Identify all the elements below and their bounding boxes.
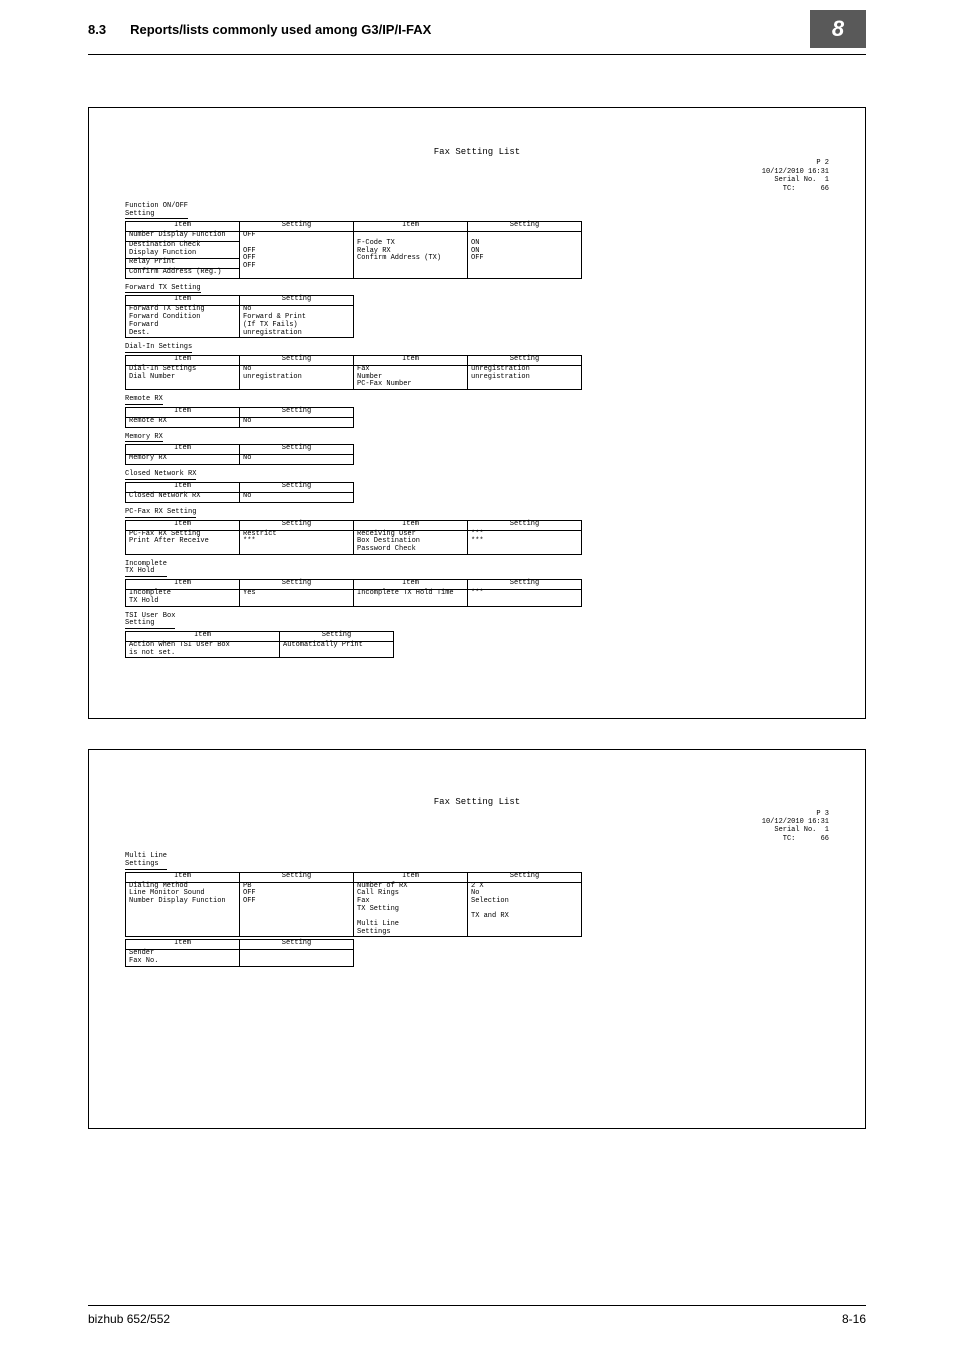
table-remote-rx: ItemSetting Remote RXNo [125, 407, 354, 428]
meta-serial: 1 [825, 176, 829, 184]
func-left-vals: OFF OFF OFF OFF [240, 232, 354, 278]
dialin-lv: No unregistration [240, 365, 354, 389]
meta-date-2: 10/12/2010 16:31 [762, 818, 829, 826]
report-title-2: Fax Setting List [125, 798, 829, 807]
section-tsi-user-box: TSI User BoxSetting [125, 613, 175, 629]
dialin-rv: unregistration unregistration [468, 365, 582, 389]
section-title: Reports/lists commonly used among G3/IP/… [130, 22, 810, 37]
dialin-li: Dial-In Settings Dial Number [126, 365, 240, 389]
pcfax-rv: ****** [468, 530, 582, 554]
meta-page: P 2 [816, 159, 829, 167]
pcfax-lv: Restrict*** [240, 530, 354, 554]
fax-setting-list-page-3: Fax Setting List P 3 10/12/2010 16:31 Se… [88, 749, 866, 1129]
meta-tc: 66 [821, 185, 829, 193]
meta-date: 10/12/2010 16:31 [762, 168, 829, 176]
table-memory-rx: ItemSetting Memory RXNo [125, 444, 354, 465]
page-header: 8.3 Reports/lists commonly used among G3… [0, 0, 954, 54]
table-tsi-user-box: ItemSetting Action when TSI User Boxis n… [125, 631, 394, 658]
func-right-items: F-Code TX Relay RX Confirm Address (TX) [354, 232, 468, 278]
table-dialin: Item Setting Item Setting Dial-In Settin… [125, 355, 582, 390]
table-incomplete-tx-hold: Item Setting Item Setting IncompleteTX H… [125, 579, 582, 606]
func-right-vals: ON ON OFF [468, 232, 582, 278]
section-pcfax-rx: PC-Fax RX Setting [125, 509, 196, 518]
meta-tc-label-2: TC: [783, 835, 796, 843]
table-multi-line-2: ItemSetting SenderFax No. [125, 939, 354, 966]
table-function-onoff: Item Setting Item Setting Number Display… [125, 221, 582, 278]
multi-ri: Number of RXCall Rings FaxTX Setting Mul… [354, 882, 468, 937]
pcfax-li: PC-Fax RX SettingPrint After Receive [126, 530, 240, 554]
fwd-vals: No Forward & Print(If TX Fails) unregist… [240, 306, 354, 338]
meta-page-2: P 3 [816, 810, 829, 818]
footer-model: bizhub 652/552 [88, 1312, 170, 1326]
footer-page: 8-16 [842, 1312, 866, 1326]
meta-serial-label-2: Serial No. [774, 826, 816, 834]
header-rule [88, 54, 866, 55]
section-closed-network-rx: Closed Network RX [125, 471, 196, 480]
meta-serial-label: Serial No. [774, 176, 816, 184]
table-closed-network-rx: ItemSetting Closed Network RXNo [125, 482, 354, 503]
section-dialin: Dial-In Settings [125, 344, 192, 353]
section-multi-line: Multi LineSettings [125, 853, 167, 869]
fwd-items: Forward TX Setting Forward Condition For… [126, 306, 240, 338]
multi-lv: PB OFF OFF [240, 882, 354, 937]
section-forward-tx: Forward TX Setting [125, 285, 201, 294]
section-number: 8.3 [88, 22, 106, 37]
report-title: Fax Setting List [125, 148, 829, 157]
section-memory-rx: Memory RX [125, 434, 163, 443]
chapter-tab: 8 [810, 10, 866, 48]
section-remote-rx: Remote RX [125, 396, 163, 405]
table-multi-line: Item Setting Item Setting Dialing Method… [125, 872, 582, 938]
fax-setting-list-page-2: Fax Setting List P 2 10/12/2010 16:31 Se… [88, 107, 866, 719]
dialin-ri: FaxNumber PC-Fax Number [354, 365, 468, 389]
meta-tc-label: TC: [783, 185, 796, 193]
table-pcfax-rx: Item Setting Item Setting PC-Fax RX Sett… [125, 520, 582, 555]
meta-serial-2: 1 [825, 826, 829, 834]
section-incomplete-tx-hold: IncompleteTX Hold [125, 561, 167, 577]
multi-rv: 2 X NoSelection TX and RX [468, 882, 582, 937]
table-forward-tx: ItemSetting Forward TX Setting Forward C… [125, 295, 354, 338]
multi-li: Dialing Method Line Monitor Sound Number… [126, 882, 240, 937]
pcfax-ri: Receiving UserBox DestinationPassword Ch… [354, 530, 468, 554]
page-footer: bizhub 652/552 8-16 [88, 1305, 866, 1326]
report-meta: P 2 10/12/2010 16:31 Serial No. 1 TC: 66 [125, 159, 829, 193]
meta-tc-2: 66 [821, 835, 829, 843]
report-meta-2: P 3 10/12/2010 16:31 Serial No. 1 TC: 66 [125, 810, 829, 844]
section-function-onoff: Function ON/OFFSetting [125, 203, 188, 219]
